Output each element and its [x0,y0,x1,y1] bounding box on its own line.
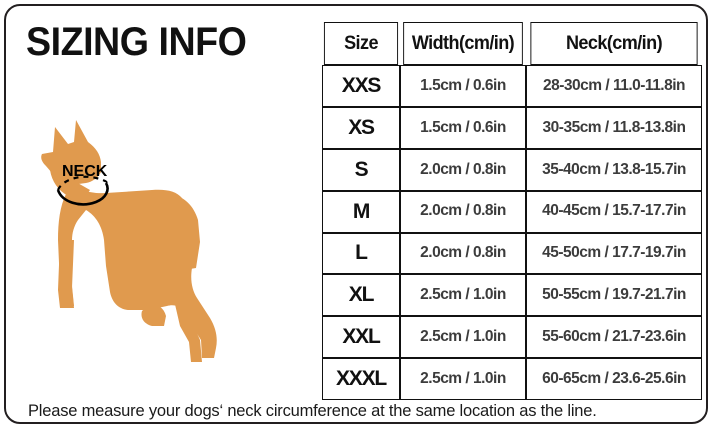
cell-size: M [322,190,400,233]
cell-neck: 50-55cm / 19.7-21.7in [526,274,702,317]
cell-width: 2.5cm / 1.0in [400,358,526,400]
cell-neck: 40-45cm / 15.7-17.7in [526,190,702,233]
cell-size: L [322,232,400,275]
dog-illustration: NECK [24,90,314,380]
cell-width: 2.0cm / 0.8in [400,232,526,275]
table-header-row: Size Width(cm/in) Neck(cm/in) [322,22,702,65]
sizing-table: Size Width(cm/in) Neck(cm/in) XXS 1.5cm … [322,22,702,400]
cell-size: XXXL [322,358,400,400]
cell-width: 2.5cm / 1.0in [400,316,526,359]
dog-silhouette-shape [41,120,217,362]
cell-size: XXS [322,65,400,107]
cell-neck: 55-60cm / 21.7-23.6in [526,316,702,359]
cell-width: 2.0cm / 0.8in [400,190,526,233]
cell-size: XXL [322,316,400,359]
table-row: XS 1.5cm / 0.6in 30-35cm / 11.8-13.8in [322,106,702,149]
table-row: XXS 1.5cm / 0.6in 28-30cm / 11.0-11.8in [322,65,702,107]
neck-measure-loop [56,175,109,206]
cell-neck: 28-30cm / 11.0-11.8in [526,65,702,107]
cell-width: 1.5cm / 0.6in [400,65,526,107]
neck-loop-front-arc [56,182,109,206]
cell-width: 1.5cm / 0.6in [400,106,526,149]
cell-width: 2.5cm / 1.0in [400,274,526,317]
header-neck: Neck(cm/in) [530,22,698,65]
cell-neck: 60-65cm / 23.6-25.6in [526,358,702,400]
header-size: Size [323,22,399,65]
neck-label: NECK [62,163,108,180]
page-title: SIZING INFO [26,20,247,64]
cell-width: 2.0cm / 0.8in [400,148,526,191]
cell-neck: 30-35cm / 11.8-13.8in [526,106,702,149]
cell-size: XS [322,106,400,149]
cell-neck: 45-50cm / 17.7-19.7in [526,232,702,275]
table-row: XXXL 2.5cm / 1.0in 60-65cm / 23.6-25.6in [322,358,702,400]
header-width: Width(cm/in) [403,22,523,65]
sizing-table-container: Size Width(cm/in) Neck(cm/in) XXS 1.5cm … [322,22,702,400]
table-row: S 2.0cm / 0.8in 35-40cm / 13.8-15.7in [322,148,702,191]
measurement-instruction: Please measure your dogs‘ neck circumfer… [28,402,597,420]
sizing-info-card: SIZING INFO NEC [4,4,708,424]
cell-neck: 35-40cm / 13.8-15.7in [526,148,702,191]
cell-size: XL [322,274,400,317]
table-row: XL 2.5cm / 1.0in 50-55cm / 19.7-21.7in [322,274,702,317]
table-row: XXL 2.5cm / 1.0in 55-60cm / 21.7-23.6in [322,316,702,359]
cell-size: S [322,148,400,191]
table-row: L 2.0cm / 0.8in 45-50cm / 17.7-19.7in [322,232,702,275]
table-row: M 2.0cm / 0.8in 40-45cm / 15.7-17.7in [322,190,702,233]
neck-loop-back-arc [56,175,108,191]
